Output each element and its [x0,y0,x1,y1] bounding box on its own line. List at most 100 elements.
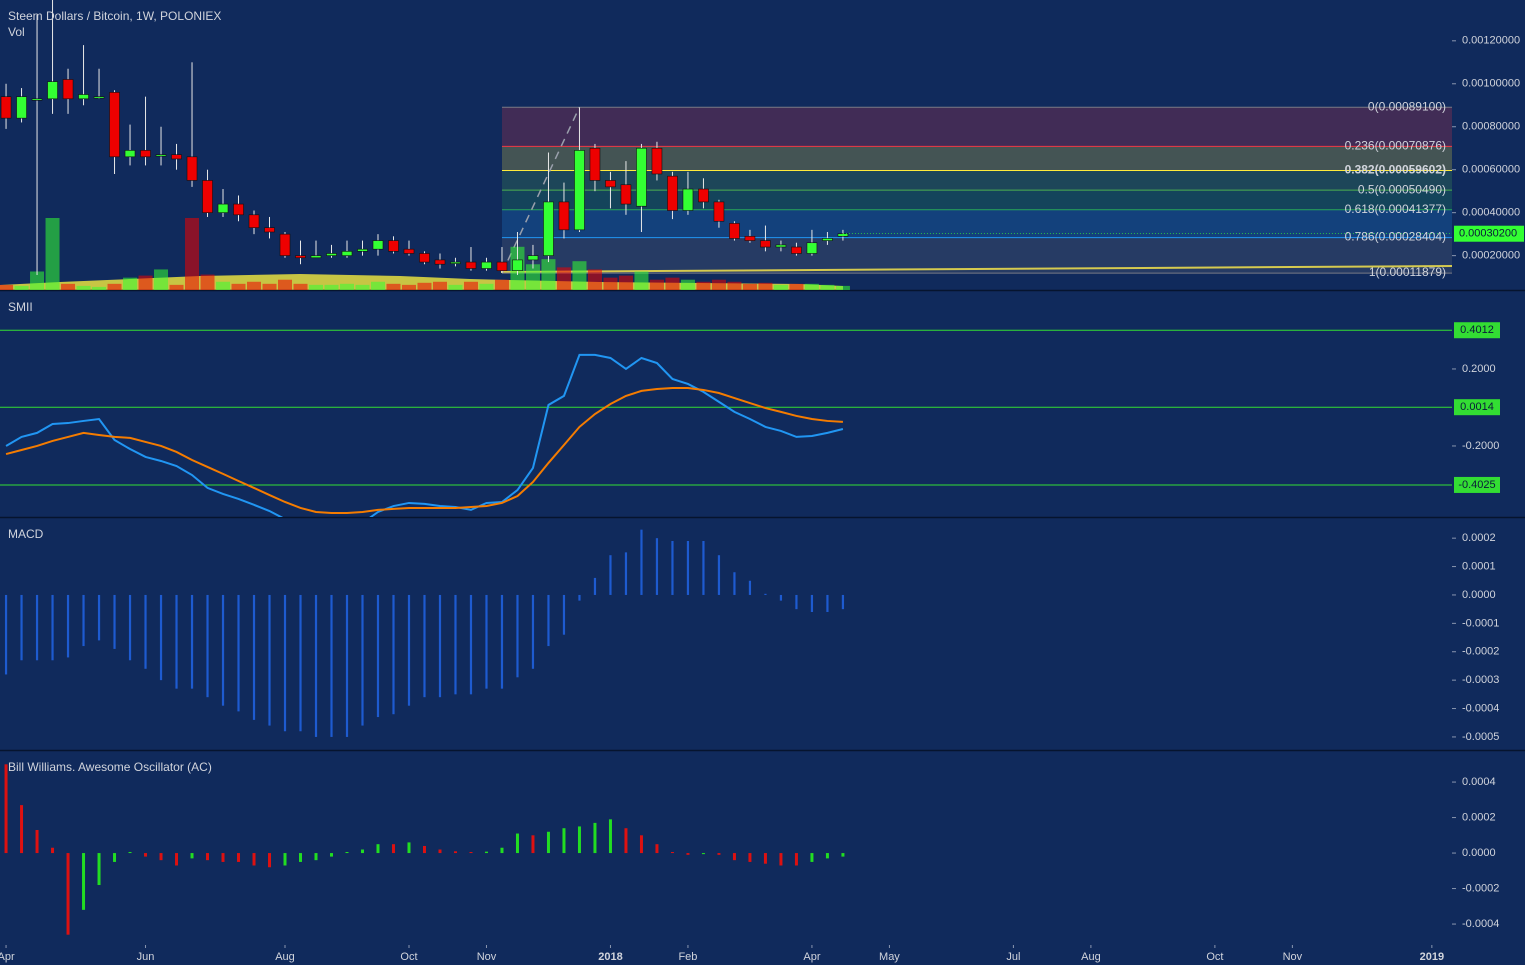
volume-bar [247,281,262,290]
y-tick-label: 0.00060000 [1462,164,1520,176]
volume-bar [696,281,711,290]
fib-label: 0.786(0.00028404) [1345,230,1446,244]
bar [252,594,256,720]
x-tick-label: Jun [137,951,155,963]
bar [562,594,566,635]
candle-body [403,248,415,254]
trend-line [500,265,1453,273]
candle-body [605,180,616,188]
bar [717,853,721,855]
bar [701,853,705,855]
bar [485,594,488,689]
candle-body [388,240,399,252]
bar [825,853,829,859]
y-tick-label: 0.00120000 [1462,35,1520,47]
fib-trend [501,106,581,274]
fib-band [501,209,1452,238]
volume-title: Vol [8,25,25,39]
level-label: 0.0014 [1460,401,1494,413]
candle-body [279,233,291,256]
bar [221,853,225,862]
candle-body [0,96,12,119]
y-tick-label: 0.00040000 [1462,207,1520,219]
bar [469,851,473,854]
volume-bar [370,281,385,290]
candle-body [78,94,89,100]
volume-bar [278,279,293,290]
y-tick-label: -0.0005 [1462,731,1499,743]
bar [469,594,473,695]
bar [655,538,659,595]
bar [422,845,426,854]
candle-body [295,255,306,259]
bar [361,594,364,726]
bar [97,853,101,886]
volume-bar [541,259,556,290]
candle-body [543,201,554,256]
candle-body [744,235,756,241]
candle-body [558,201,570,231]
x-tick-label: May [879,951,900,963]
volume-bar [76,285,91,290]
x-tick-label: Apr [803,951,820,963]
bar [4,764,8,854]
candle-body [140,150,151,158]
volume-bar [92,286,107,290]
bar [159,853,163,861]
x-tick-label: Aug [1081,951,1101,963]
fib-label: 0.5(0.00050490) [1358,182,1446,196]
series-line [5,353,844,517]
volume-bar [789,283,804,290]
bar [360,849,364,854]
volume-bar [200,274,215,290]
bar [748,580,752,595]
bar [686,853,690,855]
bar [763,853,767,864]
volume-bar [649,279,664,290]
bar [500,594,504,689]
volume-bar [587,269,602,290]
bar [717,555,721,595]
candle-body [47,81,58,100]
bar [516,594,519,678]
volume-bar [30,271,45,290]
bar [82,594,85,647]
volume-bar [61,283,76,290]
candle-body [806,242,818,254]
bar [577,826,581,854]
bar [593,577,597,595]
x-tick-label: 2018 [598,951,622,963]
bar [794,853,798,866]
volume-bar [618,275,633,290]
bar [221,594,225,706]
candle-body [155,154,167,157]
bar [670,851,674,854]
bar [113,853,117,862]
bar [376,594,380,718]
volume-bar [309,284,324,290]
bar [268,594,271,726]
candle-body [574,150,585,231]
candle-body [481,261,492,269]
y-tick-label: 0.0000 [1462,847,1496,859]
fib-band [501,190,1452,210]
bar [144,594,147,669]
bar [314,594,318,737]
bar [206,853,210,861]
volume-bar [386,283,401,290]
y-tick-label: -0.2000 [1462,440,1499,452]
level-box [1454,322,1500,339]
x-tick-label: Aug [275,951,295,963]
volume-bar [835,285,850,290]
candle-body [775,244,787,248]
bar [66,594,70,658]
candle-body [496,261,508,271]
volume-bar [45,218,60,290]
candle-body [16,96,27,119]
y-tick-label: 0.0004 [1462,776,1496,788]
volume-bar [14,285,29,290]
volume-bar [603,277,618,290]
series-line [5,387,843,514]
